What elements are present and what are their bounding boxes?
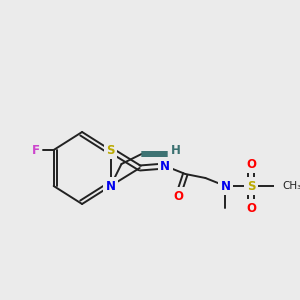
Text: CH₃: CH₃ bbox=[282, 181, 300, 191]
Text: S: S bbox=[247, 179, 255, 193]
Text: N: N bbox=[220, 179, 230, 193]
Text: O: O bbox=[246, 202, 256, 214]
Text: N: N bbox=[160, 160, 170, 172]
Text: H: H bbox=[171, 145, 181, 158]
Text: O: O bbox=[173, 190, 183, 202]
Text: N: N bbox=[106, 179, 116, 193]
Text: O: O bbox=[246, 158, 256, 170]
Text: S: S bbox=[106, 143, 115, 157]
Text: F: F bbox=[32, 143, 39, 157]
